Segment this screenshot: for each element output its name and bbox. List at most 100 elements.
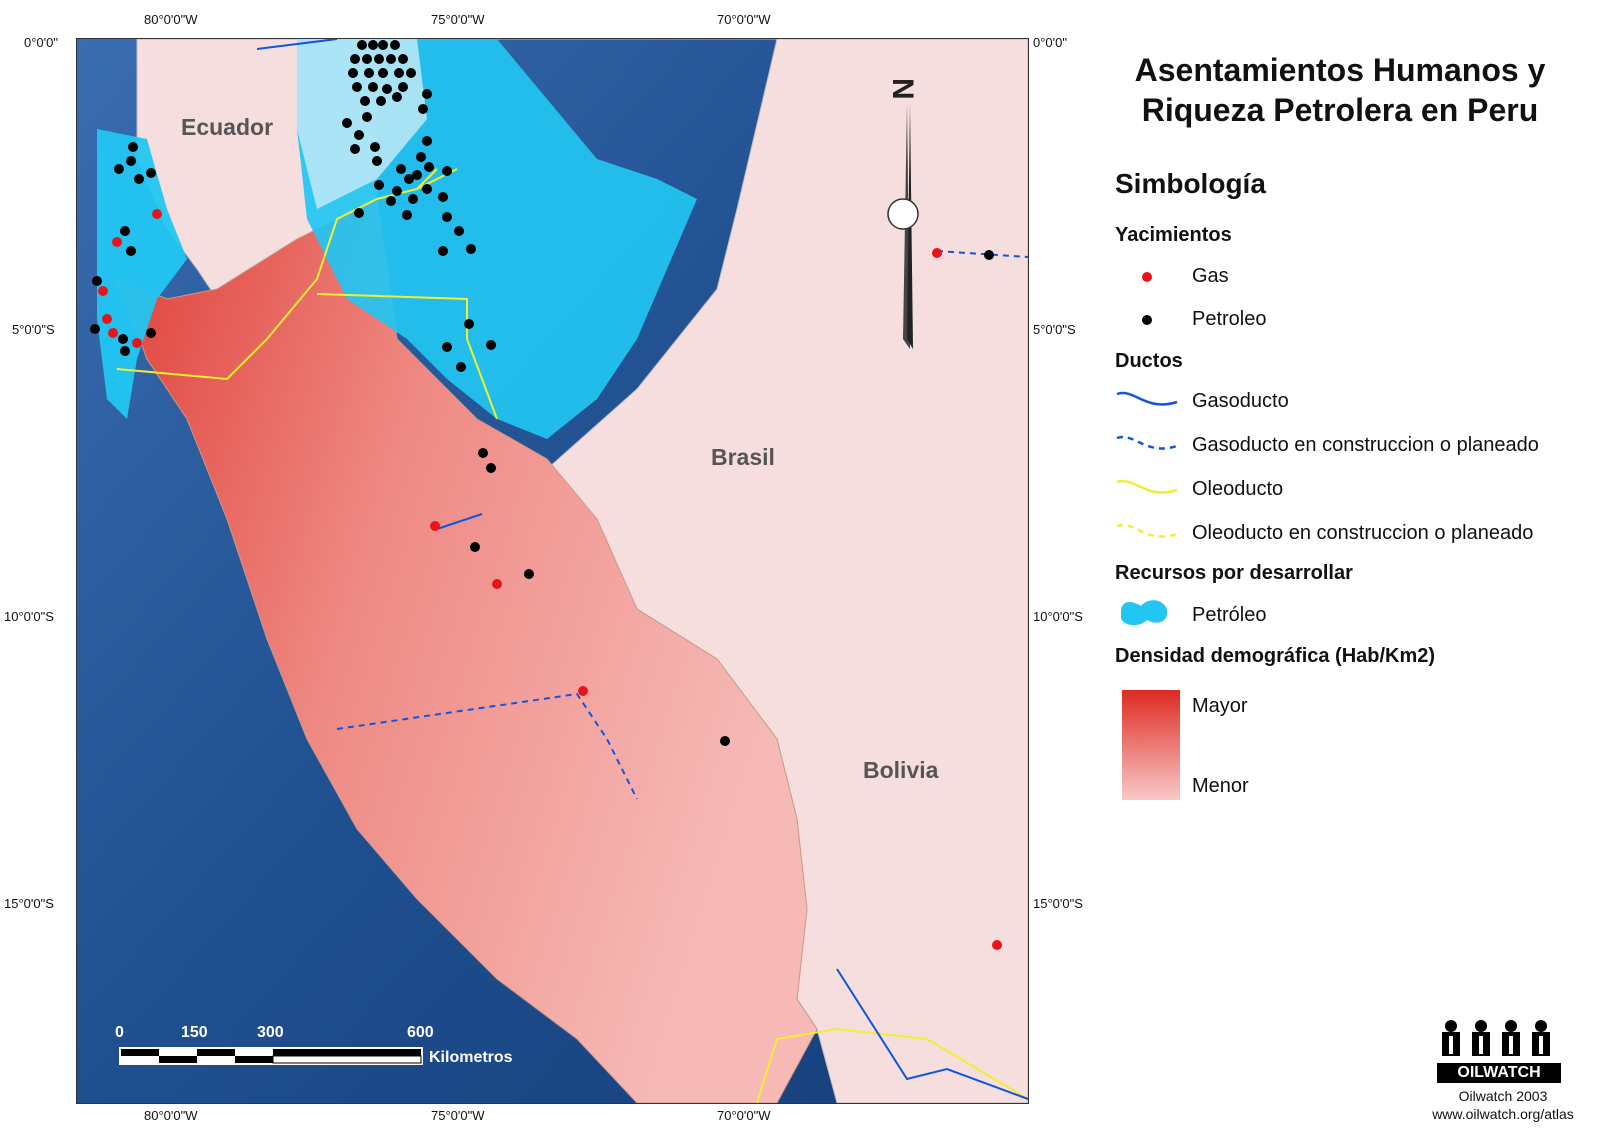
oil-field-point — [404, 174, 414, 184]
oil-field-point — [368, 40, 378, 50]
country-label-brasil: Brasil — [711, 444, 775, 470]
gas-pipeline — [256, 39, 338, 50]
gas-field-point — [98, 286, 108, 296]
map-title: Asentamientos Humanos y Riqueza Petroler… — [1105, 50, 1575, 130]
oil-field-point — [374, 54, 384, 64]
oil-field-point — [416, 152, 426, 162]
oil-field-point — [368, 82, 378, 92]
oilwatch-logo: OILWATCH — [1437, 1018, 1565, 1083]
gas-field-point — [492, 579, 502, 589]
graticule-top-70w: 70°0'0"W — [717, 12, 771, 27]
oil-field-point — [438, 192, 448, 202]
legend-mayor-label: Mayor — [1192, 695, 1248, 717]
oil-field-point — [126, 156, 136, 166]
gas-pipeline — [436, 513, 483, 530]
legend-oleoducto-label: Oleoducto — [1192, 478, 1284, 500]
oil-field-point — [442, 212, 452, 222]
oil-field-point — [720, 736, 730, 746]
oil-field-point — [352, 82, 362, 92]
graticule-bottom-75w: 75°0'0"W — [431, 1108, 485, 1123]
gas-field-point — [152, 209, 162, 219]
oil-field-point — [134, 174, 144, 184]
gas-pipeline — [836, 968, 1028, 1100]
oil-field-point — [357, 40, 367, 50]
oil-field-point — [146, 168, 156, 178]
gas-field-point — [932, 248, 942, 258]
oil-field-point — [392, 186, 402, 196]
oil-field-point — [114, 164, 124, 174]
oil-field-point — [90, 324, 100, 334]
title-line-2: Riqueza Petrolera en Peru — [1141, 92, 1539, 128]
oil-field-point — [354, 130, 364, 140]
oil-field-point — [398, 82, 408, 92]
oil-field-point — [392, 92, 402, 102]
oilwatch-logo-text: OILWATCH — [1437, 1063, 1561, 1083]
oil-field-point — [92, 276, 102, 286]
country-label-ecuador: Ecuador — [181, 114, 274, 140]
legend-gas-label: Gas — [1192, 265, 1229, 287]
oil-point-swatch — [1142, 315, 1152, 325]
oil-field-point — [524, 569, 534, 579]
oil-field-point — [118, 334, 128, 344]
oil-field-point — [386, 196, 396, 206]
oil-field-point — [386, 54, 396, 64]
oil-field-point — [406, 68, 416, 78]
oil-pipeline — [316, 293, 498, 420]
oil-field-point — [464, 319, 474, 329]
oil-field-point — [394, 68, 404, 78]
map-canvas[interactable]: N — [77, 39, 1028, 1103]
legend-gasoducto-planned-label: Gasoducto en construccion o planeado — [1192, 434, 1539, 456]
oil-field-point — [422, 136, 432, 146]
oil-field-point — [442, 342, 452, 352]
gas-field-point — [578, 686, 588, 696]
north-arrow — [887, 104, 919, 349]
scale-tick-0: 0 — [115, 1024, 124, 1041]
oil-field-point — [354, 208, 364, 218]
gas-field-point — [112, 237, 122, 247]
gas-pipeline-planned — [936, 250, 1028, 258]
legend-oleoducto-planned-label: Oleoducto en construccion o planeado — [1192, 522, 1534, 544]
oil-field-point — [362, 54, 372, 64]
oil-field-point — [402, 210, 412, 220]
oil-field-point — [378, 68, 388, 78]
graticule-right-5s: 5°0'0"S — [1033, 322, 1076, 337]
oil-field-point — [984, 250, 994, 260]
oil-field-point — [424, 162, 434, 172]
oil-field-point — [376, 96, 386, 106]
scale-bar — [119, 1047, 423, 1065]
graticule-left-5s: 5°0'0"S — [12, 322, 55, 337]
oil-field-point — [348, 68, 358, 78]
legend-gasoducto-label: Gasoducto — [1192, 390, 1289, 412]
legend-recursos-heading: Recursos por desarrollar — [1115, 562, 1353, 584]
oilwatch-logo-figures — [1442, 1020, 1550, 1056]
gas-field-point — [132, 338, 142, 348]
gas-pipeline-planned-swatch — [1116, 435, 1178, 450]
oil-field-point — [374, 180, 384, 190]
oil-field-point — [342, 118, 352, 128]
oil-field-point — [382, 84, 392, 94]
graticule-right-0: 0°0'0" — [1033, 35, 1067, 50]
scale-tick-150: 150 — [181, 1024, 208, 1041]
scale-tick-600: 600 — [407, 1024, 434, 1041]
graticule-left-10s: 10°0'0"S — [4, 609, 54, 624]
gas-pipeline-planned — [336, 692, 638, 800]
map-frame[interactable]: N Ecuador Brasil Bolivia 0 150 300 600 K… — [76, 38, 1029, 1104]
oil-field-point — [120, 226, 130, 236]
oil-field-point — [418, 104, 428, 114]
oil-field-point — [126, 246, 136, 256]
graticule-top-75w: 75°0'0"W — [431, 12, 485, 27]
oil-field-point — [398, 54, 408, 64]
oil-field-point — [390, 40, 400, 50]
oil-field-point — [362, 112, 372, 122]
oil-field-point — [454, 226, 464, 236]
oil-resource-coast — [97, 129, 187, 419]
graticule-right-15s: 15°0'0"S — [1033, 896, 1083, 911]
oil-field-point — [470, 542, 480, 552]
gas-point-swatch — [1142, 272, 1152, 282]
oil-pipeline — [116, 168, 438, 381]
oil-field-point — [360, 96, 370, 106]
oil-field-point — [350, 144, 360, 154]
density-gradient-swatch — [1122, 690, 1180, 800]
legend-petroleo-resource-label: Petróleo — [1192, 604, 1267, 626]
legend-heading: Simbología — [1115, 168, 1266, 199]
